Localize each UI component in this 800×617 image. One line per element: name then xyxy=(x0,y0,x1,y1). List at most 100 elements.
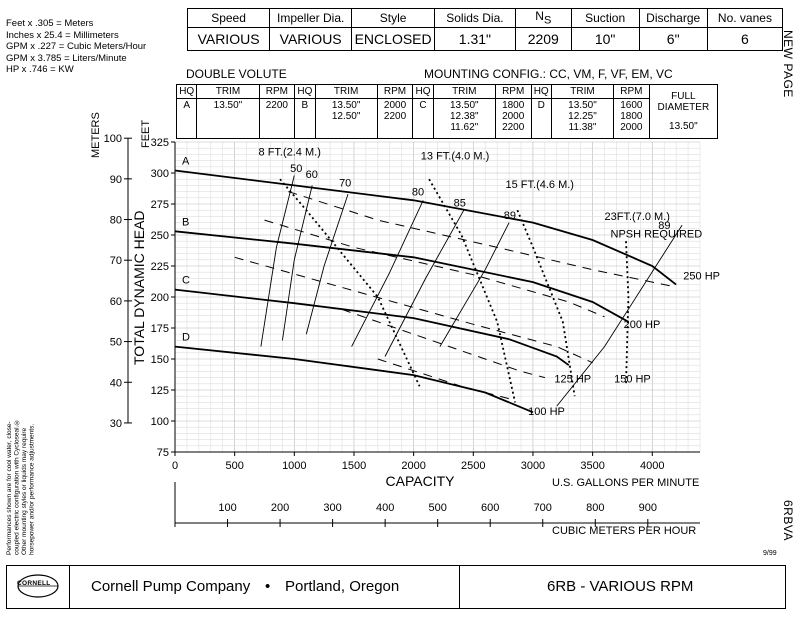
meter-tick-label: 60 xyxy=(110,296,122,308)
x-axis-title: CAPACITY xyxy=(386,473,456,489)
efficiency-label: 89 xyxy=(658,220,670,232)
spec-value: 2209 xyxy=(514,27,572,51)
rpm-values: 1800 2000 2200 xyxy=(494,98,532,139)
npsh-label: 23FT.(7.0 M.) xyxy=(605,211,670,223)
meter-tick-label: 90 xyxy=(110,174,122,186)
chart-axes: 75 100 125 150 175 200 225 250 275 300 325 0 500 1000… xyxy=(104,133,700,527)
npsh-label: 13 FT.(4.0 M.) xyxy=(421,150,489,162)
ns-subscript: S xyxy=(543,14,552,27)
y-tick-label: 275 xyxy=(151,199,169,211)
horsepower-label: 250 HP xyxy=(683,271,720,283)
y-axis-title: TOTAL DYNAMIC HEAD xyxy=(131,210,147,365)
company-name: Cornell Pump Company xyxy=(91,578,251,595)
horsepower-line xyxy=(234,256,593,364)
m3h-tick-label: 200 xyxy=(271,502,289,514)
efficiency-line xyxy=(384,209,465,357)
spec-header: No. vanes xyxy=(706,8,784,28)
horsepower-line xyxy=(341,308,546,379)
head-curve-a xyxy=(174,169,677,286)
head-curve-c xyxy=(174,288,570,366)
npsh-label: 8 FT.(2.4 M.) xyxy=(259,147,321,159)
cornell-logo-icon xyxy=(17,574,59,598)
horsepower-label: 200 HP xyxy=(624,319,661,331)
efficiency-label: 85 xyxy=(454,197,466,209)
npsh-line xyxy=(516,209,576,397)
meter-tick-label: 30 xyxy=(110,418,122,430)
new-page-label: NEW PAGE xyxy=(781,30,795,98)
x-axis-unit: U.S. GALLONS PER MINUTE xyxy=(552,477,699,489)
rpm-values: 2200 xyxy=(258,98,296,139)
rpm-value: 1800 xyxy=(620,111,643,122)
y-tick-label: 175 xyxy=(151,323,169,335)
y-tick-label: 200 xyxy=(151,292,169,304)
rpm-values: 2000 2200 xyxy=(376,98,414,139)
m3h-tick-label: 800 xyxy=(586,502,604,514)
trim-value: 12.38" xyxy=(450,111,479,122)
efficiency-line xyxy=(305,193,349,335)
m3h-tick-label: 500 xyxy=(428,502,446,514)
meter-tick-label: 40 xyxy=(110,377,122,389)
date-code: 9/99 xyxy=(763,550,777,557)
efficiency-line xyxy=(439,222,510,347)
trim-values: 13.50" 12.25" 11.38" xyxy=(550,98,615,139)
x-tick-label: 2500 xyxy=(461,460,485,472)
volute-label: DOUBLE VOLUTE xyxy=(186,67,287,81)
spec-value: 1.31" xyxy=(434,27,516,51)
m3h-tick-label: 300 xyxy=(323,502,341,514)
m3h-tick-label: 400 xyxy=(376,502,394,514)
conversion-line: HP x .746 = KW xyxy=(6,64,74,75)
trim-value: 12.50" xyxy=(331,111,361,122)
trim-hq: A xyxy=(175,98,198,139)
head-curve-label: B xyxy=(182,216,189,228)
npsh-label: NPSH REQUIRED xyxy=(611,228,703,240)
horsepower-line xyxy=(288,191,677,288)
x-tick-label: 0 xyxy=(172,460,178,472)
conversion-line: GPM x 3.785 = Liters/Minute xyxy=(6,52,127,64)
spec-value: 6" xyxy=(638,27,708,51)
horsepower-lines xyxy=(234,191,677,400)
head-curve-b xyxy=(174,230,629,323)
y-tick-label: 150 xyxy=(151,354,169,366)
rpm-values: 1600 1800 2000 xyxy=(613,98,650,139)
meter-tick-label: 70 xyxy=(110,255,122,267)
efficiency-line xyxy=(281,185,313,341)
spec-table: Speed Impeller Dia. Style Solids Dia. NS… xyxy=(186,8,784,51)
trim-value: 11.38" xyxy=(568,122,597,133)
x-tick-label: 4000 xyxy=(640,460,664,472)
m3h-axis-title: CUBIC METERS PER HOUR xyxy=(552,525,696,537)
trim-value: 11.62" xyxy=(450,122,479,133)
m3h-tick-label: 700 xyxy=(534,502,552,514)
efficiency-label: 70 xyxy=(339,178,351,190)
company-location: Portland, Oregon xyxy=(285,578,400,595)
horsepower-label: 150 HP xyxy=(614,374,651,386)
trim-hq: B xyxy=(294,98,316,139)
y-tick-label: 125 xyxy=(151,385,169,397)
footer-bullet: • xyxy=(265,578,271,595)
y-axis-unit-meters: METERS xyxy=(90,112,102,158)
trim-value: 13.50" xyxy=(331,100,361,111)
trim-table: HQ TRIM RPM HQ TRIM RPM HQ TRIM RPM HQ T… xyxy=(175,84,719,139)
npsh-label: 15 FT.(4.6 M.) xyxy=(506,179,574,191)
footer: CORNELL Cornell Pump Company • Portland,… xyxy=(6,565,786,609)
npsh-line xyxy=(279,178,421,387)
trim-value: 13.50" xyxy=(568,100,597,111)
m3h-tick-label: 900 xyxy=(639,502,657,514)
head-curve-label: C xyxy=(182,275,190,287)
rpm-value: 2200 xyxy=(502,122,525,133)
rpm-value: 2000 xyxy=(502,111,525,122)
conversion-line: Feet x .305 = Meters xyxy=(6,18,94,29)
rpm-value: 1600 xyxy=(620,100,643,111)
conversion-line: GPM x .227 = Cubic Meters/Hour xyxy=(6,41,147,52)
ns-letter: N xyxy=(535,9,544,24)
mounting-config: MOUNTING CONFIG.: CC, VM, F, VF, EM, VC xyxy=(424,67,673,81)
head-curve-label: D xyxy=(182,332,190,344)
trim-hq: C xyxy=(412,98,434,139)
footer-divider xyxy=(459,566,460,608)
trim-values: 13.50" 12.50" xyxy=(314,98,378,139)
horsepower-line xyxy=(377,358,510,400)
npsh-line xyxy=(428,178,516,403)
trim-value: 13.50" xyxy=(213,100,243,111)
efficiency-line xyxy=(260,175,295,347)
rpm-value: 2200 xyxy=(383,111,407,122)
trim-header: TRIM xyxy=(432,84,496,99)
